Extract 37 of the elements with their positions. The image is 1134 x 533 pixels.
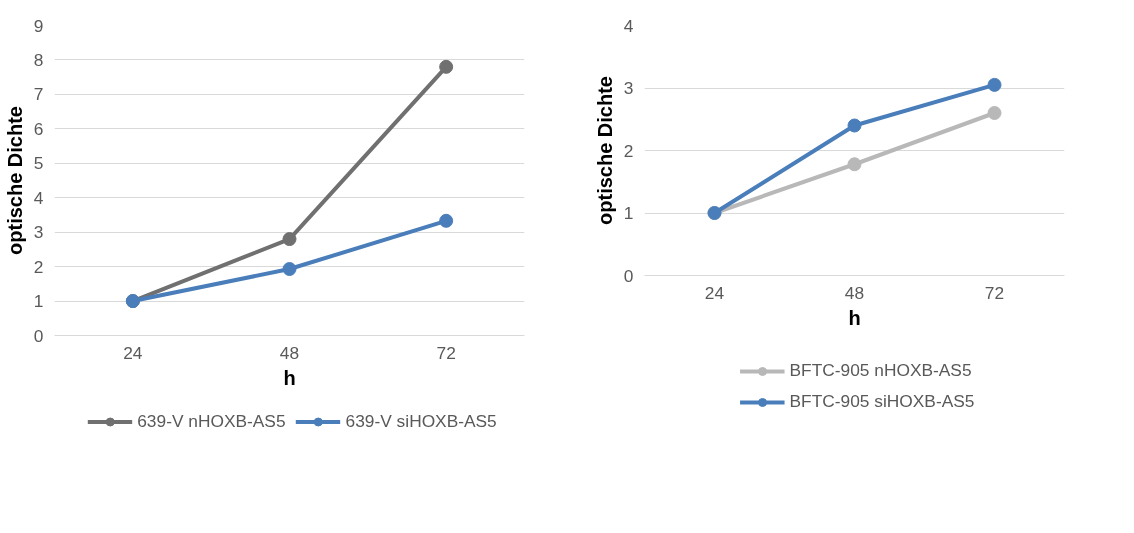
x-tick-label: 24: [123, 342, 143, 363]
point: [282, 232, 297, 247]
y-tick-label: 1: [623, 203, 634, 223]
x-tick-label: 48: [844, 282, 865, 303]
y-tick-label: 3: [33, 222, 44, 243]
y-tick-label: 6: [33, 118, 44, 139]
y-tick-label: 2: [623, 140, 634, 161]
x-axis-title: h: [283, 366, 296, 389]
y-tick-label: 7: [33, 84, 44, 105]
y-tick-label: 5: [33, 153, 44, 174]
legend-label: BFTC-905 nHOXB-AS5: [789, 360, 972, 381]
x-tick-label: 72: [436, 342, 456, 363]
y-axis-title: optische Dichte: [3, 106, 26, 255]
legend-label: 639-V siHOXB-AS5: [345, 410, 497, 432]
point: [987, 106, 1002, 120]
y-tick-label: 4: [33, 187, 44, 208]
y-tick-label: 0: [33, 325, 44, 346]
point: [987, 77, 1002, 92]
point: [282, 262, 297, 277]
legend-label: 639-V nHOXB-AS5: [137, 410, 286, 432]
y-axis-title: optische Dichte: [593, 76, 616, 225]
x-tick-label: 48: [279, 342, 300, 363]
y-tick-label: 9: [33, 15, 44, 36]
point: [847, 118, 862, 133]
y-tick-label: 2: [33, 256, 44, 277]
point: [439, 59, 454, 74]
y-tick-label: 1: [33, 291, 44, 312]
point: [847, 157, 862, 172]
point: [439, 213, 454, 228]
x-tick-label: 24: [704, 282, 725, 303]
y-tick-label: 3: [623, 78, 634, 98]
legend-label: BFTC-905 siHOXB-AS5: [789, 391, 975, 412]
y-tick-label: 0: [623, 265, 634, 286]
x-tick-label: 72: [984, 282, 1005, 303]
x-axis-title: h: [848, 306, 861, 329]
y-tick-label: 8: [33, 49, 44, 70]
y-tick-label: 4: [623, 15, 634, 36]
